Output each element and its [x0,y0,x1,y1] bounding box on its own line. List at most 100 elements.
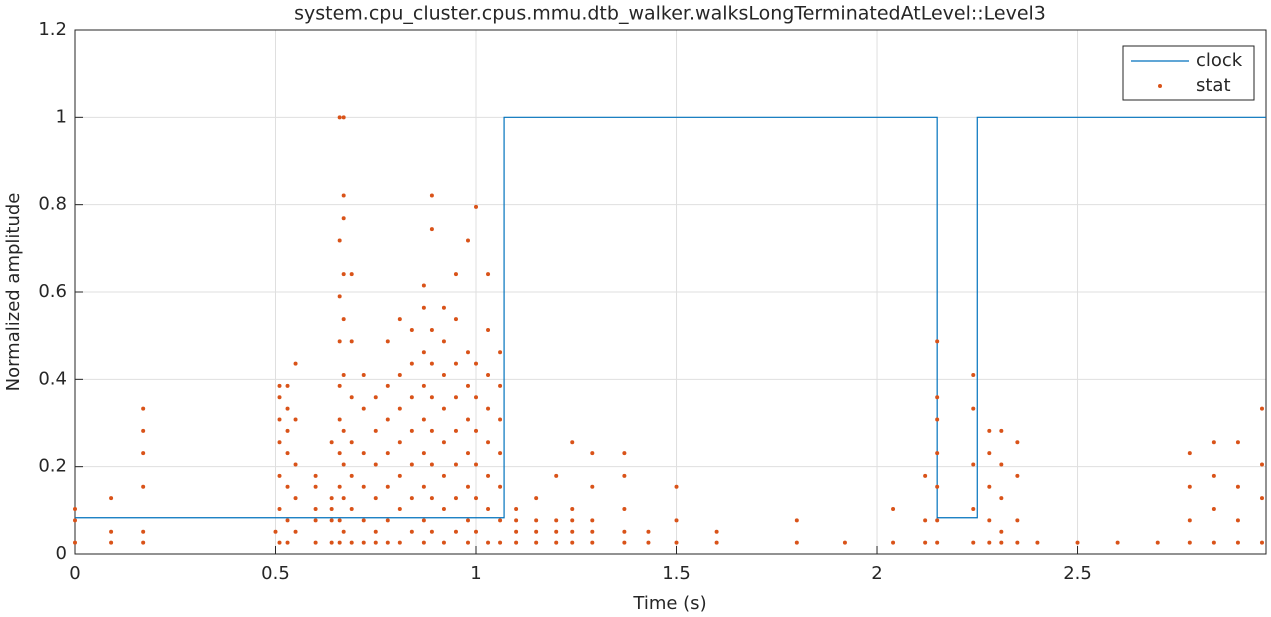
stat-point [141,406,146,411]
legend-label: stat [1196,75,1231,96]
stat-point [590,540,595,545]
stat-point [1211,507,1216,512]
x-tick-label: 1.5 [662,563,691,584]
stat-point [570,529,575,534]
stat-point [453,496,458,501]
stat-point [409,327,414,332]
stat-point [474,462,479,467]
stat-point [141,484,146,489]
stat-point [714,540,719,545]
stat-point [1115,540,1120,545]
stat-point [453,529,458,534]
stat-point [1015,473,1020,478]
stat-point [329,440,334,445]
stat-point [277,473,282,478]
stat-point [554,518,559,523]
stat-point [341,216,346,221]
y-tick-label: 0 [56,543,67,564]
stat-point [971,462,976,467]
stat-point [73,507,77,512]
stat-point [1259,540,1264,545]
stat-point [341,115,346,120]
stat-point [361,406,366,411]
stat-point [409,395,414,400]
stat-point [441,406,446,411]
stat-point [590,529,595,534]
stat-point [277,395,282,400]
stat-point [714,529,719,534]
stat-point [441,339,446,344]
stat-point [498,383,503,388]
stat-point [486,327,491,332]
stat-point [674,484,679,489]
stat-point [923,518,928,523]
y-tick-label: 0.4 [38,368,67,389]
stat-point [486,372,491,377]
stat-point [441,507,446,512]
stat-point [1187,518,1192,523]
stat-point [421,540,426,545]
stat-point [453,317,458,322]
legend-swatch [1158,84,1162,88]
stat-point [534,529,539,534]
stat-point [341,529,346,534]
stat-point [465,484,470,489]
stat-point [337,518,342,523]
stat-point [987,428,992,433]
stat-point [465,540,470,545]
stat-point [514,529,519,534]
stat-point [999,496,1004,501]
stat-point [429,395,434,400]
x-axis-label: Time (s) [632,593,706,614]
stat-point [341,193,346,198]
stat-point [285,451,290,456]
x-tick-label: 0 [69,563,80,584]
stat-point [329,518,334,523]
stat-point [361,451,366,456]
stat-point [349,395,354,400]
stat-point [397,540,402,545]
stat-point [674,518,679,523]
clock-line [75,116,1266,519]
stat-point [1259,496,1264,501]
stat-point [429,361,434,366]
stat-point [514,507,519,512]
stat-point [935,484,940,489]
stat-point [622,507,627,512]
stat-point [337,294,342,299]
chart-title: system.cpu_cluster.cpus.mmu.dtb_walker.w… [294,3,1046,25]
stat-point [293,496,298,501]
stat-point [794,540,799,545]
stat-point [554,540,559,545]
stat-point [385,484,390,489]
stat-point [341,272,346,277]
stat-point [474,395,479,400]
stat-point [329,540,334,545]
stat-point [474,496,479,501]
stat-point [421,283,426,288]
stat-point [277,383,282,388]
stat-point [313,518,318,523]
stat-point [421,518,426,523]
stat-point [590,484,595,489]
stat-point [453,395,458,400]
x-tick-label: 2.5 [1063,563,1092,584]
stat-point [514,518,519,523]
stat-point [1235,484,1240,489]
y-tick-label: 1.2 [38,19,67,40]
stat-point [674,540,679,545]
stat-point [971,406,976,411]
stat-point [622,451,627,456]
stat-point [361,540,366,545]
stat-point [409,361,414,366]
stat-point [622,473,627,478]
stat-point [341,462,346,467]
stat-point [429,462,434,467]
stat-point [337,451,342,456]
stat-point [429,327,434,332]
stat-point [923,540,928,545]
stat-point [373,428,378,433]
stat-point [313,540,318,545]
stat-point [534,518,539,523]
